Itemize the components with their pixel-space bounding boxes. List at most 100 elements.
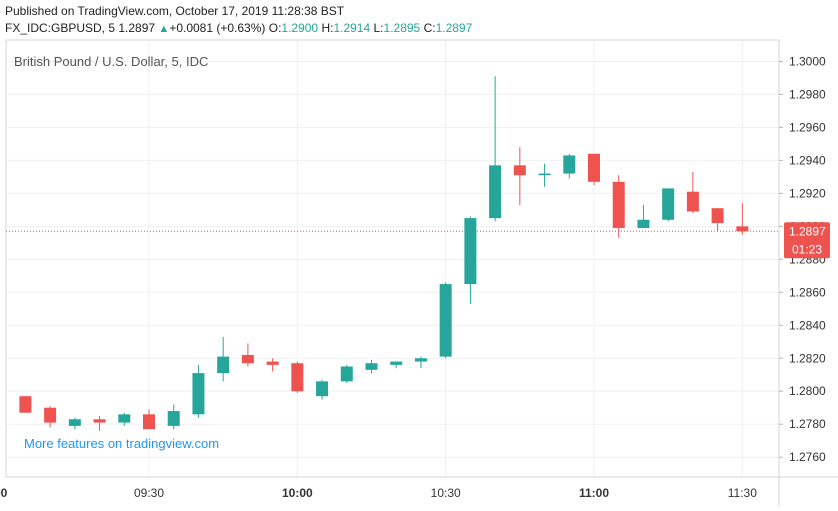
x-tick-label: 09:30	[134, 486, 164, 500]
y-tick-label: 1.2940	[789, 153, 826, 167]
candle[interactable]	[439, 282, 452, 359]
candle-body	[662, 188, 675, 220]
y-tick-label: 1.2860	[789, 285, 826, 299]
candle[interactable]	[266, 358, 279, 372]
candle[interactable]	[93, 415, 106, 431]
candle-body	[316, 381, 329, 397]
candle[interactable]	[390, 361, 403, 369]
candle-body	[118, 414, 131, 423]
candle-body	[464, 218, 477, 285]
candle[interactable]	[513, 147, 526, 205]
plot-border	[5, 39, 780, 478]
countdown-label: 01:23	[792, 242, 822, 256]
y-tick-label: 1.2840	[789, 318, 826, 332]
candle-body	[513, 165, 526, 176]
last-price: 1.2897	[118, 21, 156, 35]
candle-body	[612, 181, 625, 228]
candle[interactable]	[19, 396, 32, 413]
candle[interactable]	[736, 203, 749, 235]
candle-body	[736, 226, 749, 232]
x-tick-label: 11:30	[728, 486, 757, 500]
price-change: +0.0081 (+0.63%)	[169, 21, 266, 35]
candle[interactable]	[538, 163, 551, 187]
candle-body	[538, 173, 551, 176]
candle[interactable]	[217, 336, 230, 382]
close-value: 1.2897	[435, 21, 473, 35]
candle[interactable]	[662, 188, 675, 222]
candle-body	[167, 411, 180, 426]
open-label: O:	[268, 21, 282, 35]
candle-body	[637, 219, 650, 228]
candle[interactable]	[588, 153, 600, 186]
candle[interactable]	[143, 409, 155, 430]
symbol-info-bar: FX_IDC:GBPUSD, 5 1.2897 ▲+0.0081 (+0.63%…	[5, 21, 472, 35]
low-label: L:	[373, 21, 384, 35]
candle-body	[143, 414, 155, 430]
candle-body	[414, 358, 427, 362]
published-caption: Published on TradingView.com, October 17…	[5, 4, 345, 18]
high-label: H:	[321, 21, 334, 35]
chart-title: British Pound / U.S. Dollar, 5, IDC	[14, 54, 208, 69]
y-tick-label: 1.2820	[789, 351, 826, 365]
candle[interactable]	[711, 208, 724, 232]
candle-body	[241, 354, 254, 364]
high-value: 1.2914	[333, 21, 371, 35]
candles-group	[19, 76, 749, 431]
candle-body	[686, 191, 699, 212]
candle-body	[68, 419, 81, 426]
candle-body	[44, 407, 57, 423]
candle[interactable]	[44, 406, 57, 428]
candle-body	[365, 363, 378, 370]
y-tick-label: 1.2780	[789, 417, 826, 431]
candle[interactable]	[192, 364, 205, 418]
up-arrow-icon: ▲	[158, 23, 170, 35]
candle[interactable]	[612, 175, 625, 238]
price-tag: 1.2897 01:23	[784, 222, 830, 259]
y-tick-label: 1.2960	[789, 120, 826, 134]
symbol-name: FX_IDC:GBPUSD, 5	[5, 21, 116, 35]
close-label: C:	[423, 21, 436, 35]
candle[interactable]	[563, 153, 576, 179]
candle[interactable]	[464, 216, 477, 304]
open-value: 1.2900	[281, 21, 319, 35]
candle-body	[563, 155, 576, 174]
candle-body	[588, 153, 600, 182]
candle-body	[340, 366, 353, 382]
candle[interactable]	[365, 359, 378, 374]
candle[interactable]	[489, 76, 502, 222]
y-axis-ticks: 1.2760 1.2780 1.2800 1.2820 1.2840 1.2860 1.28…	[779, 54, 826, 464]
candle[interactable]	[637, 204, 650, 228]
candle-body	[266, 361, 279, 365]
candle-body	[439, 284, 452, 357]
candle-body	[19, 396, 32, 413]
last-price-tag-label: 1.2897	[789, 224, 826, 238]
candle[interactable]	[340, 364, 353, 384]
candle[interactable]	[167, 404, 180, 430]
candle-body	[390, 361, 403, 365]
candle-body	[192, 373, 205, 415]
watermark-link[interactable]: More features on tradingview.com	[24, 436, 219, 451]
candle-body	[291, 363, 304, 392]
candle[interactable]	[291, 361, 304, 393]
candle-body	[93, 419, 106, 423]
y-tick-label: 1.2980	[789, 87, 826, 101]
candle[interactable]	[118, 412, 131, 426]
candle-body	[489, 165, 502, 219]
y-tick-label: 1.2920	[789, 186, 826, 200]
x-tick-label: 11:00	[579, 486, 609, 500]
candle[interactable]	[241, 343, 254, 367]
candle-body	[711, 208, 724, 224]
low-value: 1.2895	[383, 21, 421, 35]
candle[interactable]	[316, 379, 329, 400]
candle[interactable]	[414, 356, 427, 369]
x-axis-ticks: 00 09:30 10:00 10:30 11:00 11:30	[0, 486, 757, 500]
last-price-tag	[784, 222, 830, 259]
y-tick-label: 1.2760	[789, 450, 826, 464]
grid-lines	[6, 40, 779, 477]
x-tick-label: 10:30	[431, 486, 461, 500]
candle-body	[217, 356, 230, 374]
candle[interactable]	[68, 417, 81, 430]
x-tick-label: 00	[0, 486, 8, 500]
candle[interactable]	[686, 171, 699, 214]
